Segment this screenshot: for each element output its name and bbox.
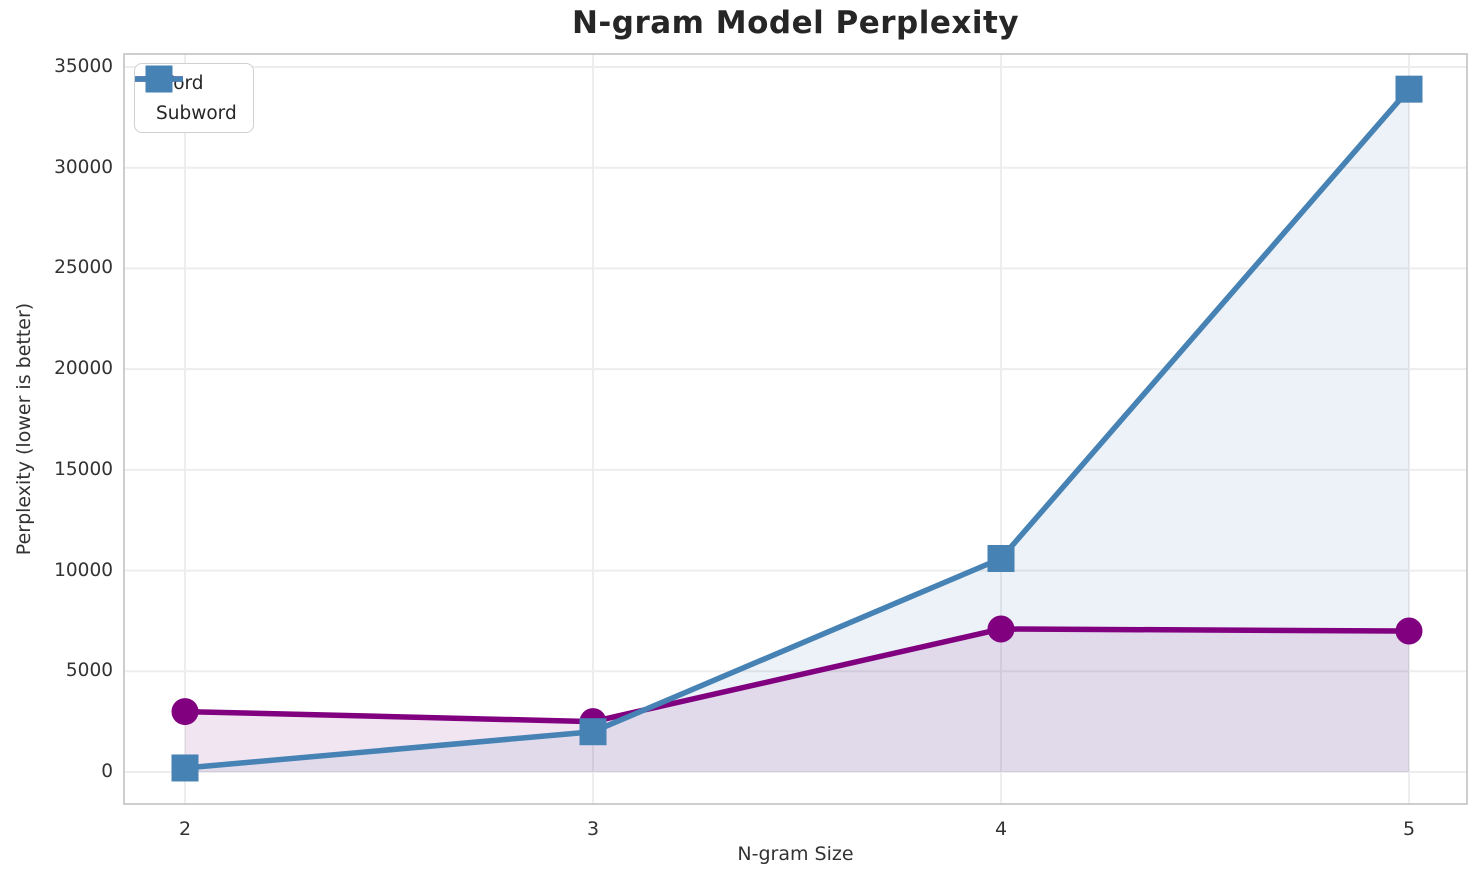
y-axis-label: Perplexity (lower is better) <box>13 302 35 556</box>
legend-item-subword: Subword <box>135 65 237 128</box>
legend-label-subword: Subword <box>156 102 237 124</box>
plot-area: Word Subword <box>123 53 1468 805</box>
x-tick-label: 5 <box>1402 818 1416 840</box>
x-tick-label: 4 <box>994 818 1008 840</box>
y-tick-label: 15000 <box>54 458 113 480</box>
x-axis-label: N-gram Size <box>737 843 854 865</box>
y-tick-label: 0 <box>101 761 113 782</box>
y-tick-label: 25000 <box>54 257 113 279</box>
chart-title: N-gram Model Perplexity <box>571 5 1020 41</box>
y-tick-label: 30000 <box>54 156 113 178</box>
subword-square-marker-icon <box>135 65 183 93</box>
legend: Word Subword <box>134 63 254 133</box>
y-tick-label: 20000 <box>54 358 113 380</box>
chart-canvas <box>123 53 1468 805</box>
y-tick-label: 5000 <box>65 660 113 682</box>
x-tick-label: 2 <box>178 818 192 840</box>
y-tick-label: 10000 <box>54 559 113 581</box>
y-tick-label: 35000 <box>54 56 113 77</box>
x-tick-label: 3 <box>586 818 600 840</box>
